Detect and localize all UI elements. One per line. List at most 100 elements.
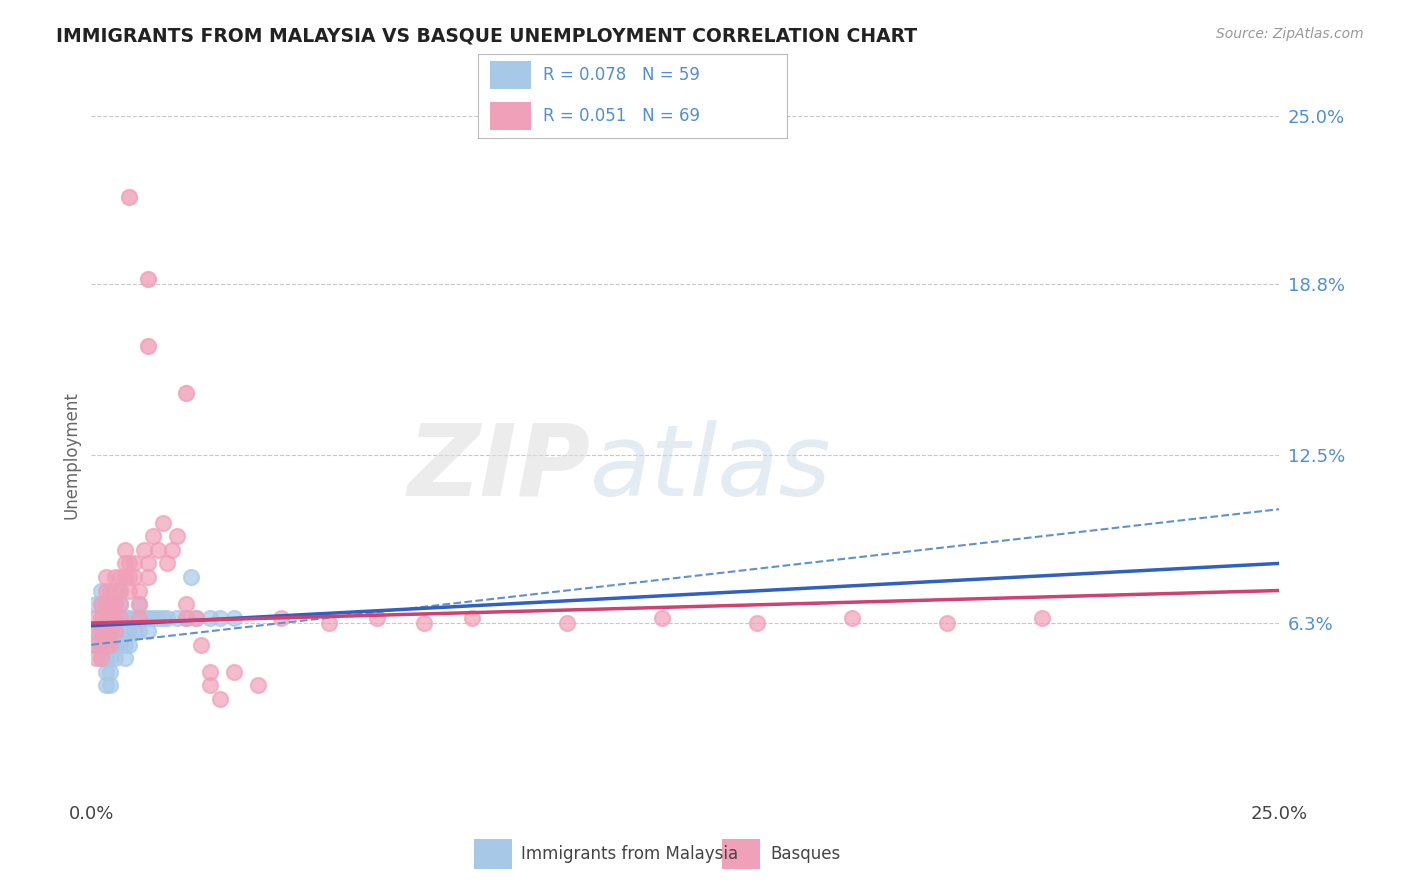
Text: ZIP: ZIP xyxy=(408,420,591,517)
Point xyxy=(114,542,136,557)
Point xyxy=(138,339,160,353)
Point xyxy=(152,610,174,624)
Point xyxy=(222,665,245,679)
Point xyxy=(108,638,131,652)
Point xyxy=(200,610,222,624)
Point xyxy=(118,610,141,624)
Point xyxy=(104,624,127,639)
Point xyxy=(200,665,222,679)
Point xyxy=(176,597,198,611)
Point xyxy=(318,615,340,630)
Point xyxy=(104,610,127,624)
Point xyxy=(94,583,117,598)
Point xyxy=(94,638,117,652)
Bar xyxy=(723,839,761,869)
Point xyxy=(90,651,112,665)
Point xyxy=(184,610,207,624)
Point xyxy=(138,624,160,639)
Point xyxy=(166,529,188,543)
Point xyxy=(114,557,136,571)
Point xyxy=(138,557,160,571)
Point xyxy=(156,557,179,571)
Point xyxy=(118,190,141,204)
Point xyxy=(104,651,127,665)
Point xyxy=(84,597,107,611)
Point xyxy=(90,624,112,639)
Point xyxy=(108,597,131,611)
Point xyxy=(104,583,127,598)
Point xyxy=(84,610,107,624)
Text: IMMIGRANTS FROM MALAYSIA VS BASQUE UNEMPLOYMENT CORRELATION CHART: IMMIGRANTS FROM MALAYSIA VS BASQUE UNEMP… xyxy=(56,27,917,45)
Point xyxy=(94,610,117,624)
Text: Basques: Basques xyxy=(770,845,841,863)
Point xyxy=(651,610,673,624)
Point xyxy=(108,597,131,611)
Point xyxy=(128,610,150,624)
Point xyxy=(118,570,141,584)
Point xyxy=(108,583,131,598)
Point xyxy=(108,610,131,624)
Point xyxy=(114,624,136,639)
Point xyxy=(176,610,198,624)
Point xyxy=(100,665,122,679)
Point xyxy=(118,624,141,639)
Point xyxy=(104,597,127,611)
Point xyxy=(94,678,117,692)
Point xyxy=(176,610,198,624)
Point xyxy=(94,624,117,639)
Point xyxy=(128,624,150,639)
Point xyxy=(94,610,117,624)
Point xyxy=(841,610,863,624)
Point xyxy=(94,597,117,611)
Text: Source: ZipAtlas.com: Source: ZipAtlas.com xyxy=(1216,27,1364,41)
Point xyxy=(104,624,127,639)
Text: atlas: atlas xyxy=(591,420,832,517)
Point xyxy=(90,624,112,639)
Text: R = 0.078   N = 59: R = 0.078 N = 59 xyxy=(543,66,700,84)
Point xyxy=(366,610,388,624)
Point xyxy=(94,624,117,639)
Point xyxy=(122,557,145,571)
Point xyxy=(104,610,127,624)
Point xyxy=(100,651,122,665)
Point xyxy=(114,570,136,584)
Point xyxy=(413,615,436,630)
Point xyxy=(246,678,269,692)
Point xyxy=(118,583,141,598)
Point xyxy=(84,624,107,639)
Y-axis label: Unemployment: Unemployment xyxy=(62,391,80,519)
Point xyxy=(94,570,117,584)
Point xyxy=(100,597,122,611)
Point xyxy=(84,638,107,652)
Point xyxy=(156,610,179,624)
Point xyxy=(138,610,160,624)
Point xyxy=(100,610,122,624)
Point xyxy=(100,624,122,639)
Point xyxy=(90,583,112,598)
Point xyxy=(935,615,957,630)
Point xyxy=(132,610,155,624)
Point xyxy=(122,610,145,624)
Point xyxy=(84,638,107,652)
Point xyxy=(104,570,127,584)
Point xyxy=(90,610,112,624)
Point xyxy=(146,610,169,624)
Point xyxy=(118,638,141,652)
Point xyxy=(128,597,150,611)
Point xyxy=(100,583,122,598)
Point xyxy=(128,597,150,611)
Point xyxy=(166,610,188,624)
Point xyxy=(100,678,122,692)
Point xyxy=(128,583,150,598)
Point xyxy=(108,624,131,639)
Point xyxy=(208,692,231,706)
Point xyxy=(270,610,292,624)
Point xyxy=(200,678,222,692)
Point xyxy=(104,638,127,652)
Point xyxy=(142,529,165,543)
Point xyxy=(122,570,145,584)
Point xyxy=(94,597,117,611)
Point xyxy=(745,615,768,630)
Point xyxy=(90,597,112,611)
Point xyxy=(114,610,136,624)
